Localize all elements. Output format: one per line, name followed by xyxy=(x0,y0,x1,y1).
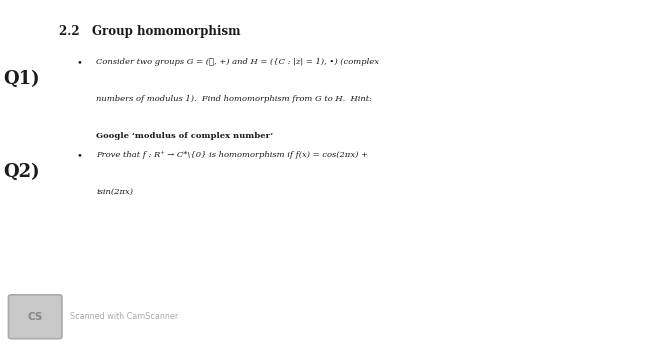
Text: isin(2πx): isin(2πx) xyxy=(96,188,134,196)
Text: Prove that f : R⁺ → C*\{0} is homomorphism if f(x) = cos(2πx) +: Prove that f : R⁺ → C*\{0} is homomorphi… xyxy=(96,151,368,159)
Text: Scanned with CamScanner: Scanned with CamScanner xyxy=(70,312,179,321)
Text: Q1): Q1) xyxy=(3,70,40,88)
Text: 2.2   Group homomorphism: 2.2 Group homomorphism xyxy=(59,25,240,38)
Text: numbers of modulus 1).  Find homomorphism from G to H.  Hint:: numbers of modulus 1). Find homomorphism… xyxy=(96,95,372,103)
Text: •: • xyxy=(77,58,83,67)
Text: Q2): Q2) xyxy=(3,163,40,181)
FancyBboxPatch shape xyxy=(8,295,62,339)
Text: •: • xyxy=(77,151,83,160)
Text: CS: CS xyxy=(27,312,43,322)
Text: Consider two groups G = (ℝ, +) and H = ({C : |z| = 1), •) (complex: Consider two groups G = (ℝ, +) and H = (… xyxy=(96,58,379,66)
Text: Google ‘modulus of complex number’: Google ‘modulus of complex number’ xyxy=(96,132,274,140)
